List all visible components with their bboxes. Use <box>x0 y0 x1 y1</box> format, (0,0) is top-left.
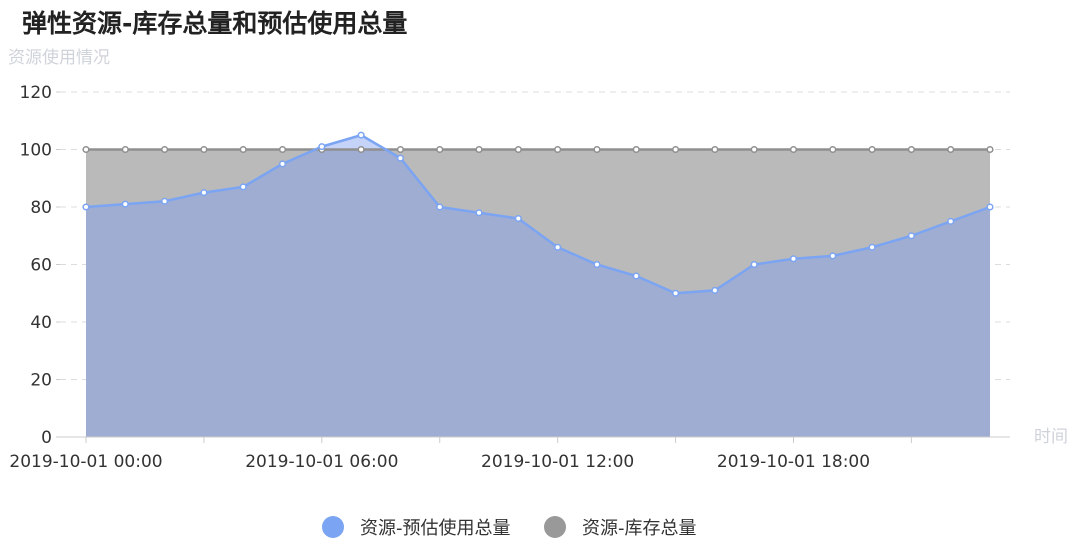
y-tick-label: 100 <box>20 141 52 161</box>
point-usage-15:00 <box>672 289 680 297</box>
point-stock-07:00 <box>357 145 365 154</box>
area-series-usage <box>86 135 990 437</box>
point-usage-05:00 <box>278 160 287 168</box>
legend-marker <box>544 516 566 538</box>
x-tick-label: 2019-10-01 18:00 <box>717 452 870 472</box>
legend-label: 资源-库存总量 <box>582 518 697 539</box>
x-axis-label: 时间 <box>1034 427 1068 447</box>
y-tick-label: 0 <box>41 428 52 448</box>
point-usage-18:00 <box>789 255 798 263</box>
point-usage-12:00 <box>554 243 562 251</box>
point-usage-08:00 <box>396 154 404 162</box>
point-usage-14:00 <box>632 272 640 280</box>
legend-item-usage: 资源-预估使用总量 <box>322 516 511 539</box>
chart-title: 弹性资源-库存总量和预估使用总量 <box>22 9 408 38</box>
y-tick-label: 60 <box>30 256 52 276</box>
area-series-stock <box>86 149 990 437</box>
point-stock-15:00 <box>672 145 680 154</box>
y-axis-label: 资源使用情况 <box>8 47 110 68</box>
point-stock-20:00 <box>868 145 876 154</box>
point-usage-17:00 <box>750 260 758 269</box>
point-stock-18:00 <box>789 145 798 154</box>
x-tick-label: 2019-10-01 12:00 <box>481 452 634 472</box>
point-usage-03:00 <box>200 189 208 197</box>
y-tick-label: 80 <box>30 198 52 218</box>
point-usage-02:00 <box>161 197 169 205</box>
legend-marker <box>322 516 344 538</box>
y-tick-label: 40 <box>30 313 52 333</box>
point-stock-12:00 <box>554 145 562 154</box>
series-lines <box>85 133 991 295</box>
point-usage-16:00 <box>711 286 719 294</box>
y-tick-label: 20 <box>30 371 52 391</box>
legend-label: 资源-预估使用总量 <box>360 518 511 539</box>
y-tick-label: 120 <box>20 83 52 103</box>
series-areas <box>86 135 990 437</box>
point-usage-19:00 <box>829 252 837 260</box>
point-stock-17:00 <box>750 145 758 154</box>
series-points <box>82 131 994 297</box>
point-usage-04:00 <box>239 183 247 191</box>
point-usage-20:00 <box>868 243 876 251</box>
point-stock-01:00 <box>121 145 129 154</box>
point-stock-13:00 <box>593 145 601 154</box>
point-usage-13:00 <box>593 260 601 269</box>
point-stock-08:00 <box>396 145 404 154</box>
point-stock-10:00 <box>475 145 483 154</box>
point-stock-14:00 <box>632 145 640 154</box>
point-usage-10:00 <box>475 209 483 217</box>
point-usage-11:00 <box>514 214 522 223</box>
point-usage-00:00 <box>82 203 90 211</box>
point-stock-11:00 <box>514 145 522 154</box>
point-usage-07:00 <box>357 131 365 139</box>
point-stock-05:00 <box>278 145 287 154</box>
point-usage-22:00 <box>947 217 955 225</box>
point-stock-16:00 <box>711 145 719 154</box>
point-stock-02:00 <box>161 145 169 154</box>
line-series-usage <box>85 133 991 295</box>
point-usage-06:00 <box>318 143 326 151</box>
point-stock-03:00 <box>200 145 208 154</box>
point-usage-01:00 <box>121 200 129 208</box>
point-usage-23:00 <box>986 203 994 211</box>
point-stock-21:00 <box>907 145 915 154</box>
point-usage-09:00 <box>436 203 444 211</box>
point-stock-23:00 <box>986 145 994 154</box>
point-usage-21:00 <box>907 232 915 240</box>
x-tick-label: 2019-10-01 00:00 <box>9 452 162 472</box>
point-stock-04:00 <box>239 145 247 154</box>
x-tick-label: 2019-10-01 06:00 <box>245 452 398 472</box>
point-stock-19:00 <box>829 145 837 154</box>
point-stock-22:00 <box>947 145 955 154</box>
point-stock-00:00 <box>82 145 90 154</box>
point-stock-09:00 <box>436 145 444 154</box>
legend: 资源-预估使用总量 资源-库存总量 <box>322 516 697 539</box>
axes: 0 20 40 60 80 100 120 2019-10-01 00:00 2019-10-0… <box>9 83 1010 472</box>
legend-item-stock: 资源-库存总量 <box>544 516 697 539</box>
